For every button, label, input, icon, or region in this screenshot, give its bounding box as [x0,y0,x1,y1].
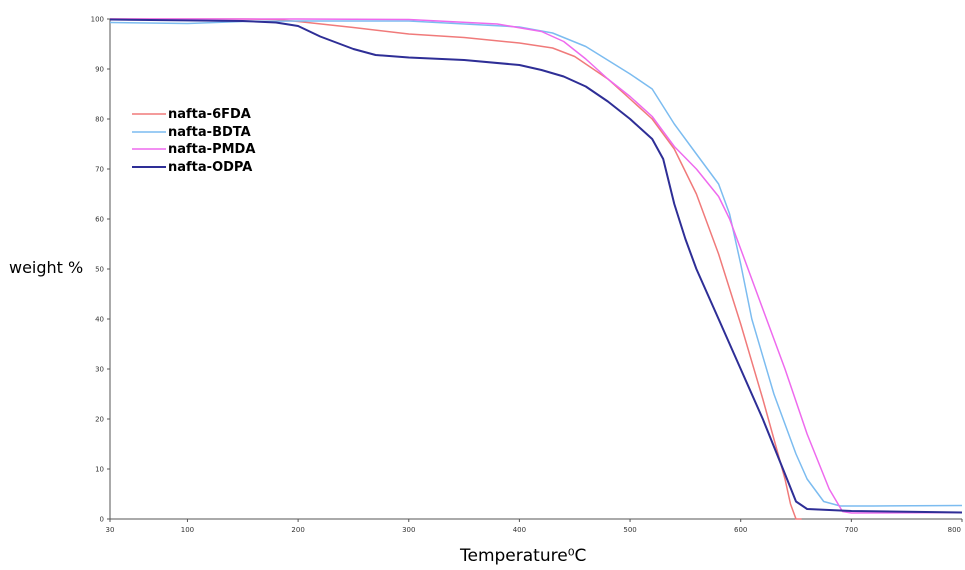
x-tick-label: 200 [291,526,304,534]
y-tick-label: 100 [91,16,104,24]
legend: nafta-6FDA nafta-BDTA nafta-PMDA nafta-ODPA [132,107,255,175]
y-tick-label: 30 [95,366,104,374]
x-tick-label: 400 [513,526,526,534]
y-tick-label: 50 [95,266,104,274]
x-axis-unit: ⁰C [568,546,587,566]
x-tick-label: 30 [106,526,115,534]
y-axis-ticks: 0 10 20 30 40 50 60 70 80 90 100 [91,16,110,524]
legend-label: nafta-ODPA [168,160,252,175]
x-tick-label: 800 [948,526,961,534]
x-tick-label: 500 [623,526,636,534]
x-tick-label: 300 [402,526,415,534]
series-line-nafta-pmda [110,18,963,514]
series-line-nafta-6fda [110,18,802,520]
x-tick-label: 100 [181,526,194,534]
series-line-nafta-odpa [109,18,963,514]
y-tick-label: 90 [95,66,104,74]
y-tick-label: 0 [100,516,104,524]
y-tick-label: 10 [95,466,104,474]
y-tick-label: 60 [95,216,104,224]
legend-label: nafta-PMDA [168,142,255,157]
x-tick-label: 600 [734,526,747,534]
axes [109,19,962,520]
x-axis-title: Temperature⁰C [459,546,586,566]
y-tick-label: 40 [95,316,104,324]
x-axis-ticks: 30 100 200 300 400 500 600 700 800 [106,519,963,534]
y-tick-label: 70 [95,166,104,174]
x-axis-title-text: Temperature [459,546,568,566]
x-tick-label: 700 [845,526,858,534]
legend-label: nafta-BDTA [168,125,251,140]
series-line-nafta-bdta [109,20,963,507]
y-axis-title: weight % [9,258,83,277]
series-lines [109,18,963,520]
legend-label: nafta-6FDA [168,107,251,122]
y-tick-label: 20 [95,416,104,424]
y-tick-label: 80 [95,116,104,124]
